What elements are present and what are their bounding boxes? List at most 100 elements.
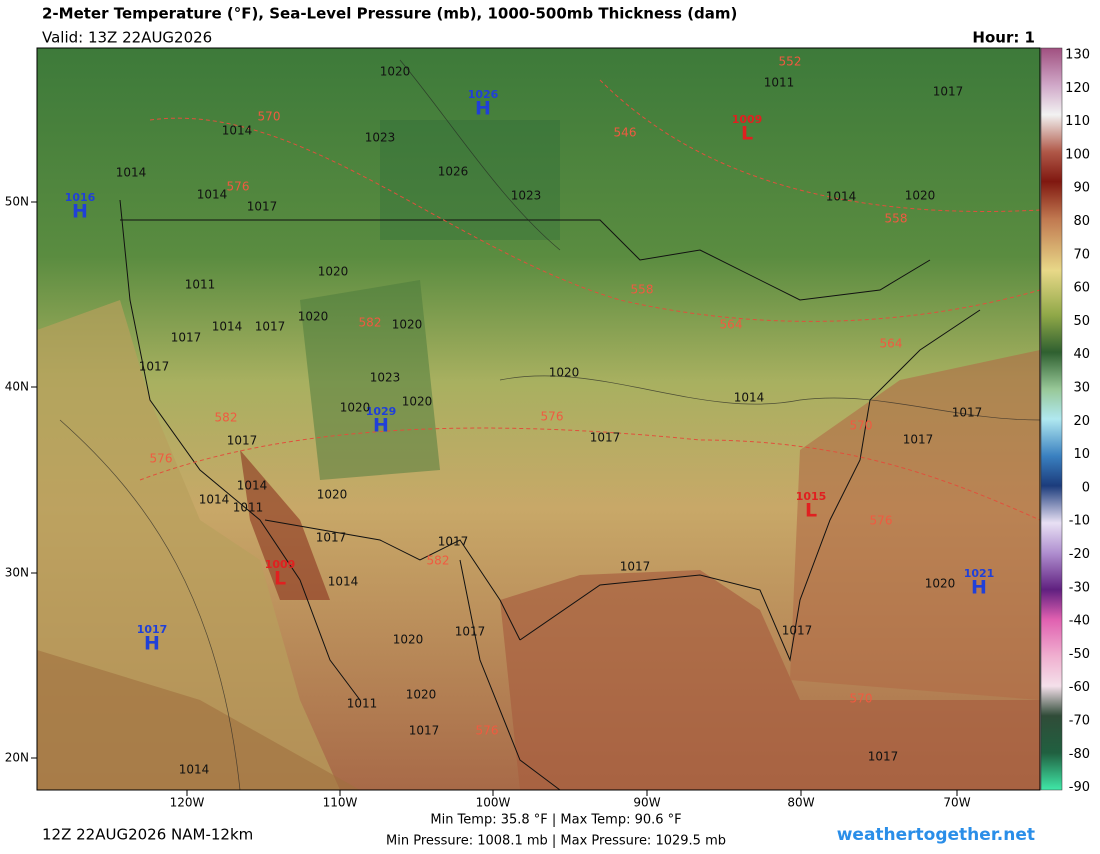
isobar-label: 1014: [826, 190, 857, 204]
isobar-label: 1017: [455, 625, 486, 639]
colorbar-label: -80: [1069, 747, 1090, 762]
isobar-label: 1017: [171, 331, 202, 345]
isobar-label: 1020: [925, 577, 956, 591]
pacific-south: [37, 650, 360, 790]
atlantic: [790, 350, 1040, 700]
isobar-label: 1017: [590, 431, 621, 445]
isobar-label: 1020: [549, 366, 580, 380]
colorbar-label: -40: [1069, 614, 1090, 629]
model-run: 12Z 22AUG2026 NAM-12km: [42, 826, 253, 844]
thickness-label: 576: [227, 180, 250, 194]
colorbar-label: 80: [1073, 214, 1090, 229]
colorbar-label: 130: [1065, 48, 1090, 63]
thickness-label: 576: [541, 410, 564, 424]
borders: [119, 199, 981, 791]
colorbar-label: 110: [1065, 114, 1090, 129]
center-type: L: [274, 568, 286, 590]
hot-spot: [240, 450, 330, 600]
isobar-label: 1014: [328, 575, 359, 589]
isobar-label: 1014: [734, 391, 765, 405]
colorbar-label: 50: [1073, 314, 1090, 329]
isobar-label: 1014: [199, 493, 230, 507]
colorbar-label: 10: [1073, 447, 1090, 462]
thickness-label: 564: [720, 318, 743, 332]
isobar-label: 1017: [620, 560, 651, 574]
isobar-label: 1017: [316, 531, 347, 545]
isobar-label: 1020: [298, 310, 329, 324]
isobar: [399, 59, 561, 251]
us-canada-border: [120, 219, 931, 301]
thickness-label: 576: [870, 514, 893, 528]
isobar-label: 1020: [380, 65, 411, 79]
center-type: H: [72, 201, 88, 223]
thickness-label: 552: [779, 55, 802, 69]
lat-label: 40N: [5, 380, 29, 394]
isobar: [499, 375, 1041, 421]
center-type: L: [741, 123, 753, 145]
colorbar-label: -70: [1069, 714, 1090, 729]
colorbar-label: 60: [1073, 281, 1090, 296]
lon-label: 80W: [787, 796, 814, 810]
center-pressure: 1021: [964, 567, 995, 580]
lon-label: 100W: [476, 796, 511, 810]
map-frame: [36, 47, 1041, 791]
isobar-label: 1017: [409, 724, 440, 738]
center-pressure: 1029: [366, 405, 397, 418]
thickness-label: 558: [631, 283, 654, 297]
thickness-lines: [139, 79, 1041, 521]
colorbar-label: 0: [1082, 480, 1090, 495]
isobar-label: 1014: [222, 124, 253, 138]
colorbar-label: -90: [1069, 780, 1090, 795]
colorbar: [1040, 47, 1063, 791]
colorbar-label: 120: [1065, 81, 1090, 96]
thickness-label: 576: [150, 452, 173, 466]
colorbar-label: -30: [1069, 580, 1090, 595]
title: 2-Meter Temperature (°F), Sea-Level Pres…: [42, 5, 737, 23]
center-type: H: [475, 98, 491, 120]
lat-label: 30N: [5, 566, 29, 580]
colorbar-label: -20: [1069, 547, 1090, 562]
isobar-label: 1023: [511, 189, 542, 203]
colorbar-label: 40: [1073, 347, 1090, 362]
forecast-hour: Hour: 1: [972, 29, 1035, 47]
mexico-coast: [459, 559, 561, 791]
isobar-label: 1011: [185, 278, 216, 292]
thickness-line: [139, 427, 1041, 521]
isobar-label: 1020: [318, 265, 349, 279]
pressure-range: Min Pressure: 1008.1 mb | Max Pressure: …: [386, 834, 726, 849]
isobars: [59, 59, 1041, 791]
isobar-label: 1017: [139, 360, 170, 374]
isobar-label: 1014: [116, 166, 147, 180]
us-mexico-border: [264, 519, 521, 641]
center-pressure: 1009: [732, 113, 763, 126]
center-pressure: 1009: [265, 558, 296, 571]
thickness-label: 558: [885, 212, 908, 226]
colorbar-label: 20: [1073, 414, 1090, 429]
isobar: [59, 419, 241, 791]
isobar-label: 1020: [905, 189, 936, 203]
isobar-label: 1017: [952, 406, 983, 420]
colorbar-label: -50: [1069, 647, 1090, 662]
isobar-label: 1026: [438, 165, 469, 179]
thickness-label: 570: [258, 110, 281, 124]
thickness-label: 576: [476, 724, 499, 738]
thickness-line: [149, 117, 1041, 322]
site[interactable]: weathertogether.net: [837, 825, 1035, 845]
isobar-label: 1011: [764, 76, 795, 90]
isobar-label: 1020: [317, 488, 348, 502]
isobar-label: 1017: [903, 433, 934, 447]
isobar-label: 1017: [247, 200, 278, 214]
thickness-label: 582: [359, 316, 382, 330]
lon-label: 110W: [323, 796, 358, 810]
valid-time: Valid: 13Z 22AUG2026: [42, 29, 212, 47]
lat-label: 20N: [5, 751, 29, 765]
east-coast: [519, 309, 981, 662]
thickness-label: 570: [850, 692, 873, 706]
lon-label: 90W: [633, 796, 660, 810]
isobar-label: 1017: [438, 535, 469, 549]
center-type: L: [805, 500, 817, 522]
colorbar-label: 90: [1073, 181, 1090, 196]
gulf: [500, 570, 1040, 790]
thickness-label: 582: [215, 411, 238, 425]
